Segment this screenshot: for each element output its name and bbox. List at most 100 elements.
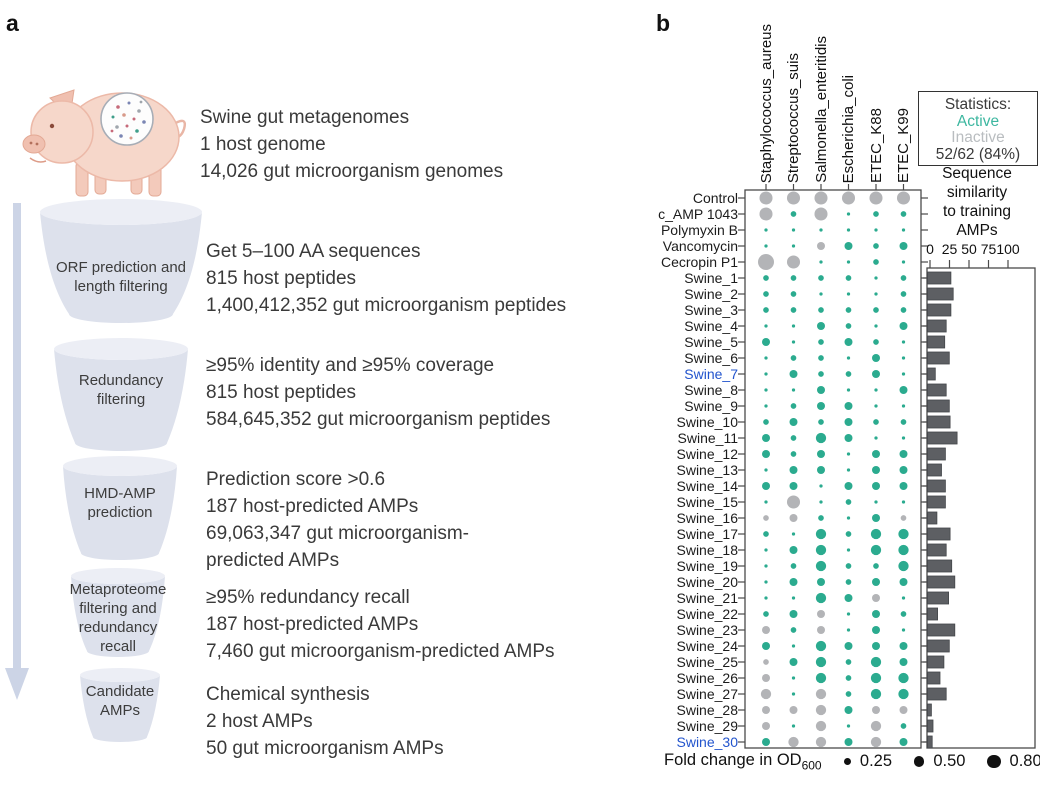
matrix-dot xyxy=(900,307,907,313)
text-line: ≥95% identity and ≥95% coverage xyxy=(206,355,495,376)
funnel-3 xyxy=(63,466,177,560)
row-label: Swine_24 xyxy=(676,638,739,654)
matrix-dot xyxy=(870,720,882,732)
text-line: 187 host-predicted AMPs xyxy=(206,496,419,517)
matrix-dot xyxy=(899,482,908,490)
matrix-dot xyxy=(764,468,768,472)
matrix-dot xyxy=(872,466,880,474)
row-label: Control xyxy=(692,190,738,206)
intro-text: Swine gut metagenomes 1 host genome 14,026… xyxy=(200,104,503,185)
matrix-dot xyxy=(845,659,852,665)
matrix-dot xyxy=(815,640,827,652)
similarity-bar xyxy=(927,367,936,381)
matrix-dot xyxy=(872,578,880,586)
matrix-dot xyxy=(898,528,909,540)
pig-icon xyxy=(22,89,186,197)
matrix-dot xyxy=(790,355,797,361)
matrix-dot xyxy=(788,736,799,748)
matrix-dot xyxy=(818,275,824,281)
row-label: Swine_6 xyxy=(684,350,738,366)
matrix-dot xyxy=(815,672,827,684)
matrix-dot xyxy=(790,627,797,633)
matrix-dot xyxy=(763,611,769,617)
matrix-dot xyxy=(817,242,825,250)
step-desc-1: Get 5–100 AA sequences 815 host peptides 1… xyxy=(206,238,566,319)
matrix-dot xyxy=(789,706,798,714)
matrix-dot xyxy=(759,207,773,221)
matrix-dot xyxy=(872,450,880,458)
legend-label: Fold change in OD600 xyxy=(664,751,822,773)
column-header-label: ETEC_K88 xyxy=(867,107,885,183)
matrix-dot xyxy=(818,339,824,345)
matrix-dot xyxy=(760,688,772,700)
text-line: ORF prediction and xyxy=(55,259,187,276)
matrix-dot xyxy=(791,644,796,648)
row-label: Swine_17 xyxy=(676,526,739,542)
row-label: Swine_20 xyxy=(676,574,739,590)
row-label: c_AMP 1043 xyxy=(658,206,738,222)
matrix-dot xyxy=(844,418,853,426)
statistics-box: Statistics: Active Inactive 52/62 (84%) xyxy=(918,91,1038,166)
matrix-dot xyxy=(764,548,768,552)
text-line: ≥95% redundancy recall xyxy=(206,587,410,608)
row-label: Swine_8 xyxy=(684,382,738,398)
column-header: Escherichia_coli xyxy=(839,6,859,183)
column-header: ETEC_K99 xyxy=(894,6,914,183)
legend-size-value: 0.25 xyxy=(859,752,893,771)
text-line: Metaproteome xyxy=(69,581,167,598)
similarity-bar xyxy=(927,671,941,685)
legend-size-dot-icon xyxy=(914,756,925,767)
row-label: Swine_25 xyxy=(676,654,739,670)
matrix-dot xyxy=(762,674,770,682)
matrix-dot xyxy=(844,338,853,346)
matrix-dot xyxy=(874,436,878,440)
similarity-bar xyxy=(927,639,950,653)
matrix-dot xyxy=(790,563,797,569)
text-line: 1,400,412,352 gut microorganism peptides xyxy=(206,295,567,316)
legend-size-value: 0.80 xyxy=(1009,752,1040,771)
matrix-dot xyxy=(899,450,908,458)
matrix-dot xyxy=(846,724,851,728)
matrix-dot xyxy=(845,563,852,569)
matrix-dot xyxy=(900,515,907,521)
similarity-bar xyxy=(927,351,950,365)
matrix-dot xyxy=(764,356,768,360)
matrix-dot xyxy=(817,610,825,618)
matrix-dot xyxy=(818,419,824,425)
row-label: Swine_13 xyxy=(676,462,739,478)
matrix-dot xyxy=(819,500,823,504)
similarity-bar xyxy=(927,623,956,637)
matrix-dot xyxy=(845,675,852,681)
similarity-bar xyxy=(927,703,932,717)
column-header-label: Streptococcus_suis xyxy=(785,52,802,183)
text-line: Redundancy xyxy=(78,372,164,389)
matrix-dot xyxy=(818,515,824,521)
matrix-dot xyxy=(815,432,827,444)
row-label: Swine_14 xyxy=(676,478,739,494)
matrix-dot xyxy=(790,291,797,297)
bar-axis-tick-label: 0 xyxy=(926,241,934,257)
matrix-dot xyxy=(900,291,907,297)
text-line: 14,026 gut microorganism genomes xyxy=(200,161,504,182)
matrix-dot xyxy=(873,259,879,265)
matrix-dot xyxy=(791,228,796,232)
bar-axis-tick-label: 100 xyxy=(996,241,1020,257)
matrix-dot xyxy=(791,324,796,328)
similarity-bar xyxy=(927,335,946,349)
matrix-dot xyxy=(901,260,906,264)
row-label: Swine_4 xyxy=(684,318,738,334)
matrix-dot xyxy=(898,560,909,572)
text-line: 7,460 gut microorganism-predicted AMPs xyxy=(206,641,555,662)
matrix-dot xyxy=(899,642,908,650)
matrix-dot xyxy=(870,528,882,540)
similarity-bar xyxy=(927,591,950,605)
row-label: Swine_21 xyxy=(676,590,739,606)
matrix-dot xyxy=(841,191,856,205)
gut-microbes xyxy=(110,100,146,140)
matrix-dot xyxy=(844,594,853,602)
matrix-dot xyxy=(817,450,825,458)
text-line: Get 5–100 AA sequences xyxy=(206,241,421,262)
row-label: Swine_27 xyxy=(676,686,739,702)
row-label: Swine_16 xyxy=(676,510,739,526)
column-header: Salmonella_enteritidis xyxy=(811,6,831,183)
